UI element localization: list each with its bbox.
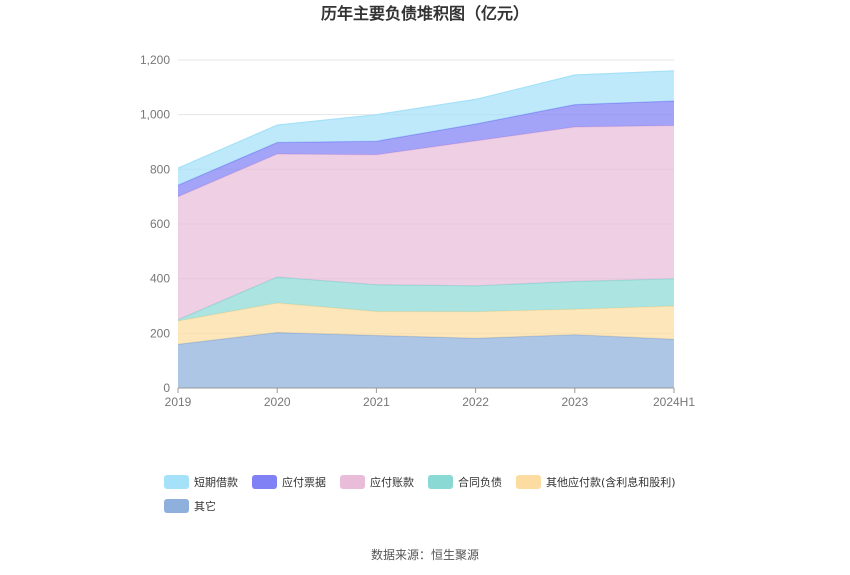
area-series-group — [177, 70, 675, 388]
legend-label: 其它 — [194, 499, 216, 513]
legend-item[interactable]: 其他应付款(含利息和股利) — [516, 475, 676, 489]
area-series-1 — [178, 303, 674, 345]
area-series-0 — [178, 332, 674, 388]
legend-item[interactable]: 其它 — [164, 499, 216, 513]
x-tick-label: 2023 — [561, 395, 588, 409]
y-tick-label: 1,000 — [140, 108, 170, 122]
legend-label: 应付票据 — [282, 475, 326, 489]
legend-swatch — [164, 499, 189, 513]
legend-item[interactable]: 合同负债 — [428, 475, 502, 489]
y-tick-label: 0 — [163, 381, 170, 395]
x-tick-label: 2021 — [363, 395, 390, 409]
axes: 0 200 400 600 800 1,000 1,200 2019 2020 2021 2022 2… — [140, 53, 695, 409]
legend-swatch — [340, 475, 365, 489]
legend-label: 合同负债 — [458, 475, 502, 489]
area-series-edge-5 — [177, 70, 675, 169]
y-tick-label: 400 — [150, 272, 170, 286]
x-tick-label: 2019 — [165, 395, 192, 409]
area-series-3 — [178, 125, 674, 320]
legend-item[interactable]: 应付账款 — [340, 475, 414, 489]
x-tick-label: 2024H1 — [653, 395, 695, 409]
legend-label: 其他应付款(含利息和股利) — [546, 475, 676, 489]
source-note: 数据来源：恒生聚源 — [371, 547, 479, 562]
legend-swatch — [516, 475, 541, 489]
y-tick-label: 600 — [150, 217, 170, 231]
x-tick-label: 2022 — [462, 395, 489, 409]
legend-swatch — [164, 475, 189, 489]
legend-item[interactable]: 短期借款 — [164, 475, 238, 489]
legend-swatch — [428, 475, 453, 489]
legend-item[interactable]: 应付票据 — [252, 475, 326, 489]
legend-label: 短期借款 — [194, 475, 238, 489]
legend: 短期借款 应付票据 应付账款 合同负债 其他应付款(含利息和股利) 其它 — [164, 475, 676, 513]
y-tick-label: 800 — [150, 162, 170, 176]
area-series-5 — [178, 70, 674, 186]
area-series-2 — [178, 277, 674, 321]
legend-label: 应付账款 — [370, 475, 414, 489]
y-tick-label: 200 — [150, 326, 170, 340]
x-tick-label: 2020 — [264, 395, 291, 409]
legend-swatch — [252, 475, 277, 489]
y-tick-label: 1,200 — [140, 53, 170, 67]
chart-title: 历年主要负债堆积图（亿元） — [321, 4, 529, 23]
area-series-4 — [178, 101, 674, 197]
